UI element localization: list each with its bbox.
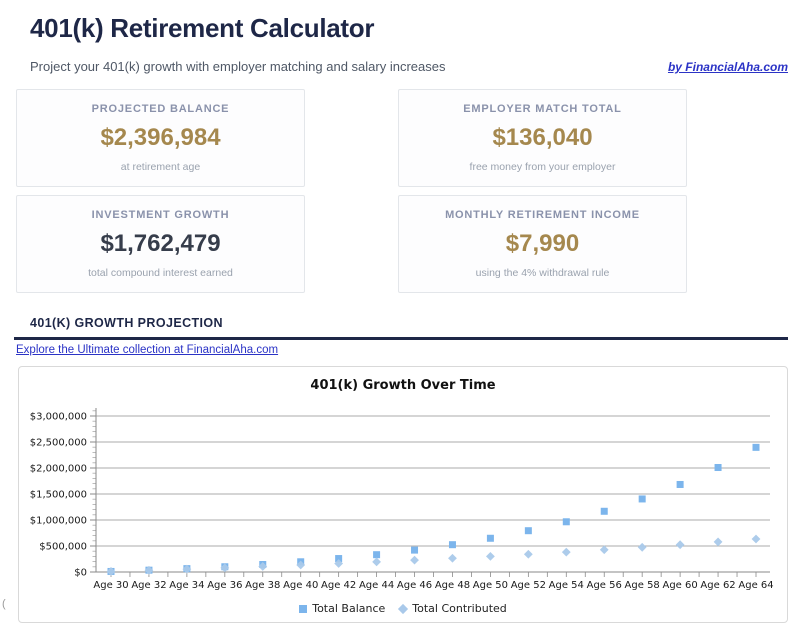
- svg-text:Age 52: Age 52: [511, 580, 546, 591]
- stat-card-caption: total compound interest earned: [88, 267, 233, 279]
- total-balance-series: [107, 443, 760, 575]
- data-point: [713, 537, 723, 547]
- total-contributed-series: [106, 534, 761, 576]
- stat-card-value: $136,040: [492, 124, 593, 151]
- page-root: 401(k) Retirement Calculator Project you…: [0, 13, 800, 623]
- stat-card-label: PROJECTED BALANCE: [91, 103, 230, 115]
- data-point: [524, 527, 532, 535]
- data-point: [334, 559, 344, 568]
- chart-title: 401(k) Growth Over Time: [310, 378, 496, 393]
- stat-card-projected-balance: PROJECTED BALANCE $2,396,984 at retireme…: [16, 89, 305, 187]
- stat-card-caption: using the 4% withdrawal rule: [475, 267, 610, 279]
- section-rule-divider: [14, 337, 788, 340]
- legend-item-total-balance: Total Balance: [299, 602, 385, 615]
- data-point: [335, 555, 343, 563]
- stat-card-caption: free money from your employer: [469, 161, 616, 173]
- stat-card-employer-match: EMPLOYER MATCH TOTAL $136,040 free money…: [398, 89, 687, 187]
- page-subtitle: Project your 401(k) growth with employer…: [30, 59, 446, 74]
- data-point: [182, 564, 192, 574]
- svg-text:$0: $0: [74, 568, 87, 579]
- data-point: [411, 546, 419, 554]
- legend-label: Total Contributed: [412, 602, 507, 615]
- svg-text:Age 62: Age 62: [700, 580, 735, 591]
- stray-character: (: [2, 598, 6, 610]
- svg-text:Age 56: Age 56: [587, 580, 622, 591]
- svg-text:Age 36: Age 36: [207, 580, 242, 591]
- data-point: [637, 542, 647, 552]
- data-point: [373, 551, 381, 559]
- data-point: [258, 562, 268, 571]
- svg-text:Age 48: Age 48: [435, 580, 470, 591]
- stat-card-monthly-income: MONTHLY RETIREMENT INCOME $7,990 using t…: [398, 195, 687, 293]
- svg-text:Age 58: Age 58: [625, 580, 660, 591]
- data-point: [486, 534, 494, 542]
- byline-link[interactable]: by FinancialAha.com: [667, 60, 788, 74]
- subtitle-row: Project your 401(k) growth with employer…: [30, 59, 788, 74]
- svg-text:Age 50: Age 50: [473, 580, 508, 591]
- data-point: [676, 480, 684, 488]
- data-point: [638, 495, 646, 503]
- data-point: [220, 563, 230, 573]
- legend-label: Total Balance: [312, 602, 386, 615]
- legend-item-total-contributed: Total Contributed: [398, 602, 507, 615]
- data-point: [410, 555, 419, 565]
- svg-text:Age 60: Age 60: [662, 580, 697, 591]
- svg-text:Age 42: Age 42: [321, 580, 356, 591]
- svg-text:Age 32: Age 32: [131, 580, 166, 591]
- stat-card-value: $1,762,479: [100, 230, 221, 257]
- svg-text:$1,000,000: $1,000,000: [30, 516, 87, 527]
- stat-card-label: EMPLOYER MATCH TOTAL: [463, 103, 622, 115]
- data-point: [486, 551, 495, 561]
- svg-text:Age 30: Age 30: [93, 580, 128, 591]
- data-point: [296, 560, 306, 570]
- data-point: [144, 565, 154, 575]
- data-point: [372, 557, 381, 567]
- data-point: [600, 507, 608, 515]
- svg-text:Age 34: Age 34: [169, 580, 204, 591]
- stat-card-value: $2,396,984: [100, 124, 221, 151]
- svg-text:$1,500,000: $1,500,000: [30, 490, 87, 501]
- svg-text:$3,000,000: $3,000,000: [30, 412, 87, 423]
- svg-text:Age 46: Age 46: [397, 580, 432, 591]
- svg-text:Age 64: Age 64: [738, 580, 773, 591]
- growth-chart-panel: 401(k) Growth Over Time $0 $500,000 $1,000…: [18, 366, 788, 623]
- diamond-marker-icon: [398, 603, 409, 614]
- data-point: [599, 545, 609, 555]
- svg-text:$500,000: $500,000: [39, 542, 87, 553]
- stat-card-label: INVESTMENT GROWTH: [91, 209, 230, 221]
- data-point: [675, 540, 685, 550]
- svg-text:Age 54: Age 54: [549, 580, 584, 591]
- stat-card-label: MONTHLY RETIREMENT INCOME: [445, 209, 640, 221]
- square-marker-icon: [299, 604, 308, 613]
- data-point: [751, 534, 761, 544]
- svg-text:Age 38: Age 38: [245, 580, 280, 591]
- stat-card-value: $7,990: [505, 230, 580, 257]
- stat-card-caption: at retirement age: [120, 161, 201, 173]
- data-point: [523, 549, 533, 559]
- data-point: [448, 553, 457, 563]
- growth-chart-svg: $0 $500,000 $1,000,000 $1,500,000 $2,000,000…: [30, 408, 774, 591]
- chart-legend: Total Balance Total Contributed: [19, 602, 787, 615]
- svg-text:Age 44: Age 44: [359, 580, 394, 591]
- section-title: 401(K) GROWTH PROJECTION: [30, 316, 223, 330]
- svg-text:$2,000,000: $2,000,000: [30, 464, 87, 475]
- data-point: [562, 518, 570, 526]
- data-point: [714, 464, 722, 472]
- stat-card-investment-growth: INVESTMENT GROWTH $1,762,479 total compo…: [16, 195, 305, 293]
- data-point: [752, 443, 760, 451]
- footer-link[interactable]: Explore the Ultimate collection at Finan…: [16, 344, 279, 356]
- data-point: [106, 567, 116, 576]
- page-title: 401(k) Retirement Calculator: [30, 13, 375, 43]
- svg-text:Age 40: Age 40: [283, 580, 318, 591]
- data-point: [448, 541, 456, 549]
- stats-grid: PROJECTED BALANCE $2,396,984 at retireme…: [16, 89, 800, 293]
- svg-text:$2,500,000: $2,500,000: [30, 438, 87, 449]
- data-point: [561, 547, 571, 557]
